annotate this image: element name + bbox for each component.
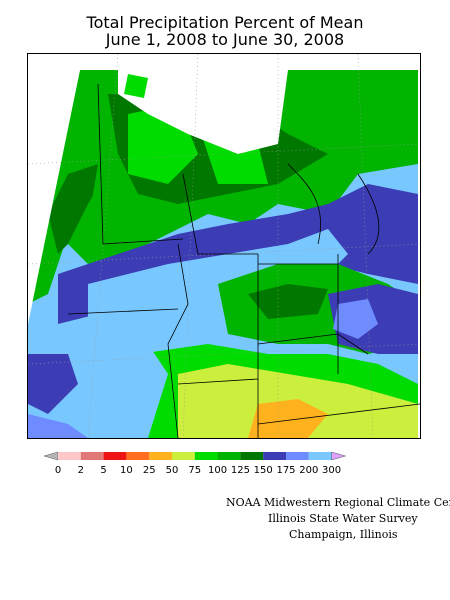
legend-swatch bbox=[126, 452, 150, 460]
credit-organization: NOAA Midwestern Regional Climate Cent bbox=[226, 496, 450, 509]
map-subtitle-date-range: June 1, 2008 to June 30, 2008 bbox=[105, 30, 345, 49]
legend-swatch bbox=[263, 452, 286, 460]
legend-label: 0 bbox=[55, 465, 61, 476]
precip-zone-southwest-blue bbox=[28, 354, 78, 414]
legend-swatch bbox=[286, 452, 309, 460]
legend-arrow-right bbox=[331, 451, 347, 461]
precipitation-map bbox=[27, 53, 421, 439]
precipitation-map-svg bbox=[28, 54, 420, 438]
legend-label: 25 bbox=[143, 465, 156, 476]
outside-region-mask bbox=[28, 54, 80, 324]
legend-label: 5 bbox=[100, 465, 106, 476]
legend-label: 100 bbox=[208, 465, 227, 476]
legend-label: 300 bbox=[322, 465, 341, 476]
legend-label: 125 bbox=[231, 465, 250, 476]
legend-label: 175 bbox=[276, 465, 295, 476]
precip-zone-east-darkgreen bbox=[248, 284, 328, 319]
legend-label: 10 bbox=[120, 465, 133, 476]
precip-zone-lightblue-core bbox=[88, 229, 348, 334]
legend-swatch bbox=[194, 452, 218, 460]
legend-swatch bbox=[58, 452, 81, 460]
color-legend: 0 2 5 10 25 50 75 100 125 150 175 200 300 bbox=[43, 451, 404, 478]
legend-swatch bbox=[240, 452, 264, 460]
precip-zone-south-orange bbox=[248, 399, 328, 438]
legend-swatch bbox=[172, 452, 195, 460]
no-data-region bbox=[118, 70, 288, 154]
legend-swatch bbox=[308, 452, 332, 460]
legend-arrow-left bbox=[43, 451, 59, 461]
precip-zone-southwest-midblue bbox=[28, 414, 88, 438]
credit-survey: Illinois State Water Survey bbox=[268, 512, 418, 525]
legend-swatch bbox=[103, 452, 127, 460]
outside-region-top bbox=[28, 54, 420, 70]
legend-label: 150 bbox=[254, 465, 273, 476]
legend-swatch bbox=[217, 452, 241, 460]
legend-label: 75 bbox=[188, 465, 201, 476]
precip-zone-superior-green bbox=[124, 74, 148, 98]
legend-label: 50 bbox=[166, 465, 179, 476]
legend-label: 2 bbox=[78, 465, 84, 476]
legend-svg: 0 2 5 10 25 50 75 100 125 150 175 200 300 bbox=[43, 451, 347, 476]
precip-zone-west-darkgreen bbox=[48, 164, 98, 254]
legend-swatch bbox=[149, 452, 172, 460]
precip-zone-east-midblue bbox=[333, 299, 378, 339]
legend-swatch bbox=[80, 452, 104, 460]
legend-label: 200 bbox=[299, 465, 318, 476]
credit-location: Champaign, Illinois bbox=[289, 528, 398, 541]
state-boundaries bbox=[67, 83, 420, 438]
map-title: Total Precipitation Percent of Mean bbox=[86, 13, 364, 32]
